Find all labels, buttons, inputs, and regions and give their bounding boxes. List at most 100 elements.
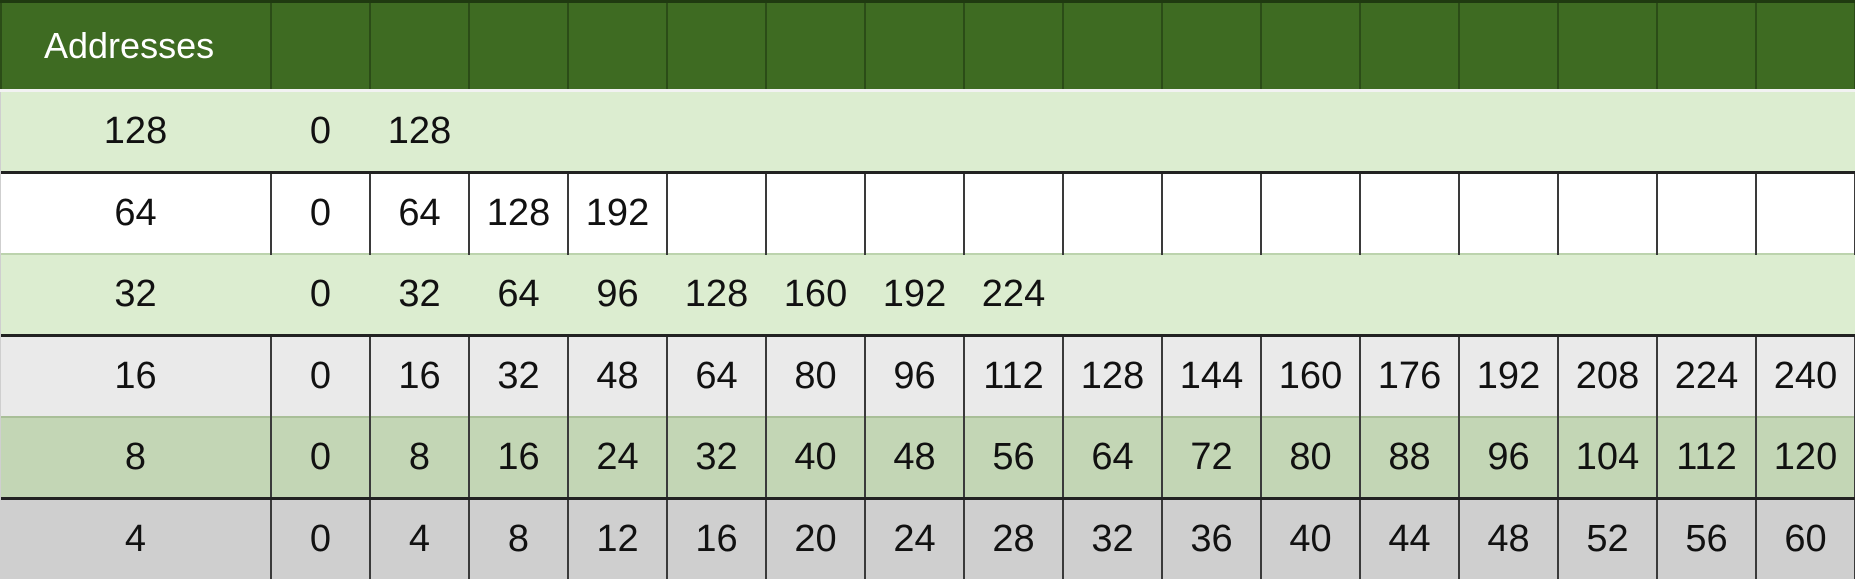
header-cell (1657, 2, 1756, 91)
address-cell: 60 (1756, 499, 1855, 579)
address-cell: 72 (1162, 417, 1261, 499)
address-cell (1162, 91, 1261, 173)
address-cell: 56 (1657, 499, 1756, 579)
address-cell: 24 (568, 417, 667, 499)
address-cell (667, 173, 766, 255)
address-cell (1657, 254, 1756, 336)
address-cell: 16 (667, 499, 766, 579)
header-cell (766, 2, 865, 91)
address-cell: 88 (1360, 417, 1459, 499)
address-cell (1162, 254, 1261, 336)
header-cell (667, 2, 766, 91)
header-cell (1360, 2, 1459, 91)
addresses-header: Addresses (1, 2, 271, 91)
address-cell: 28 (964, 499, 1063, 579)
address-cell: 4 (370, 499, 469, 579)
address-cell (1360, 91, 1459, 173)
address-cell: 40 (1261, 499, 1360, 579)
address-cell (964, 173, 1063, 255)
address-cell: 240 (1756, 336, 1855, 418)
address-cell: 8 (469, 499, 568, 579)
address-cell: 80 (766, 336, 865, 418)
address-cell: 0 (271, 417, 370, 499)
address-cell: 52 (1558, 499, 1657, 579)
address-cell: 0 (271, 499, 370, 579)
address-cell: 144 (1162, 336, 1261, 418)
address-cell: 192 (1459, 336, 1558, 418)
address-cell: 120 (1756, 417, 1855, 499)
address-cell (964, 91, 1063, 173)
address-cell: 96 (865, 336, 964, 418)
address-cell: 12 (568, 499, 667, 579)
address-cell: 80 (1261, 417, 1360, 499)
header-cell (1459, 2, 1558, 91)
address-cell: 32 (1063, 499, 1162, 579)
header-row: Addresses (1, 2, 1855, 91)
address-cell (1756, 173, 1855, 255)
header-cell (568, 2, 667, 91)
address-cell: 96 (1459, 417, 1558, 499)
header-cell (370, 2, 469, 91)
address-cell (1063, 254, 1162, 336)
address-cell: 56 (964, 417, 1063, 499)
address-cell: 192 (865, 254, 964, 336)
address-cell: 192 (568, 173, 667, 255)
address-cell: 20 (766, 499, 865, 579)
address-cell (1261, 91, 1360, 173)
address-cell: 32 (370, 254, 469, 336)
address-cell: 112 (1657, 417, 1756, 499)
header-cell (271, 2, 370, 91)
block-size-cell: 32 (1, 254, 271, 336)
block-size-cell: 8 (1, 417, 271, 499)
address-cell (1657, 173, 1756, 255)
address-cell: 32 (469, 336, 568, 418)
address-cell: 16 (469, 417, 568, 499)
address-cell: 36 (1162, 499, 1261, 579)
header-cell (964, 2, 1063, 91)
header-cell (1063, 2, 1162, 91)
block-size-cell: 16 (1, 336, 271, 418)
address-cell: 104 (1558, 417, 1657, 499)
address-cell (865, 91, 964, 173)
address-cell: 0 (271, 336, 370, 418)
address-cell: 112 (964, 336, 1063, 418)
address-cell (1558, 173, 1657, 255)
address-cell: 128 (1063, 336, 1162, 418)
address-cell (1558, 254, 1657, 336)
address-cell (469, 91, 568, 173)
address-cell: 160 (766, 254, 865, 336)
block-size-cell: 4 (1, 499, 271, 579)
address-cell (1162, 173, 1261, 255)
address-cell (1261, 254, 1360, 336)
header-cell (865, 2, 964, 91)
address-cell: 64 (370, 173, 469, 255)
block-size-cell: 128 (1, 91, 271, 173)
address-cell (1459, 173, 1558, 255)
address-cell: 32 (667, 417, 766, 499)
address-cell: 128 (469, 173, 568, 255)
address-cell (1459, 91, 1558, 173)
address-cell: 128 (370, 91, 469, 173)
address-cell (766, 173, 865, 255)
address-cell (1558, 91, 1657, 173)
address-cell (1261, 173, 1360, 255)
header-cell (469, 2, 568, 91)
header-cell (1558, 2, 1657, 91)
address-cell: 64 (469, 254, 568, 336)
address-cell: 160 (1261, 336, 1360, 418)
address-cell: 0 (271, 91, 370, 173)
address-cell: 8 (370, 417, 469, 499)
address-cell: 48 (1459, 499, 1558, 579)
address-cell: 24 (865, 499, 964, 579)
address-cell: 48 (568, 336, 667, 418)
address-cell: 64 (1063, 417, 1162, 499)
address-cell (667, 91, 766, 173)
address-cell (1756, 254, 1855, 336)
address-cell: 176 (1360, 336, 1459, 418)
